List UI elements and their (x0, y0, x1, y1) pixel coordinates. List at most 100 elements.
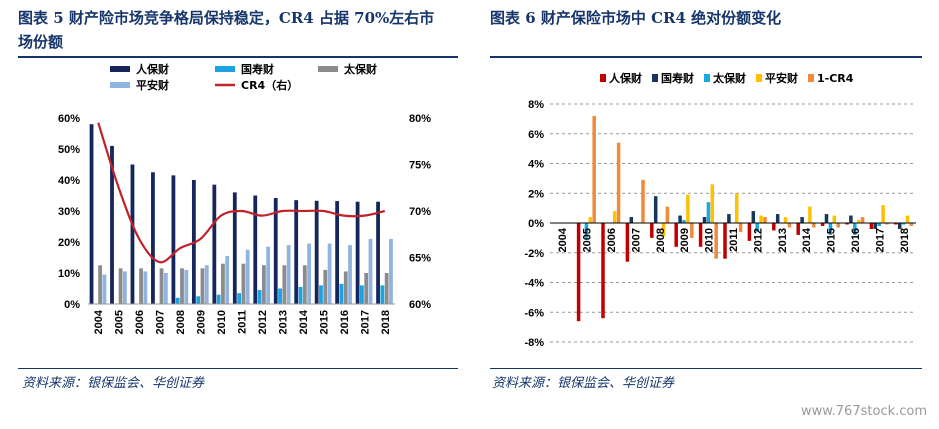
bar-1-2014 (800, 217, 804, 223)
legend-swatch-4 (808, 74, 814, 82)
x-tick-label: 2005 (114, 310, 126, 334)
bar-4-2012 (763, 217, 767, 223)
x-tick-label: 2017 (359, 310, 371, 334)
bar-2-2013 (282, 265, 287, 304)
bar-2-2018 (384, 273, 389, 304)
y-tick-label: 0% (528, 218, 544, 230)
bar-0-2013 (273, 197, 278, 304)
bar-3-2013 (783, 217, 788, 223)
y2-tick-label: 60% (409, 299, 431, 311)
legend-label-cr4: CR4（右） (241, 78, 298, 92)
bar-3-2012 (266, 246, 271, 304)
x-tick-label: 2012 (752, 228, 764, 252)
legend-swatch-3 (756, 74, 762, 82)
legend-swatch-1 (652, 74, 658, 82)
x-tick-label: 2015 (318, 310, 330, 334)
bar-4-2006 (616, 142, 621, 223)
bar-0-2013 (772, 223, 776, 231)
bar-3-2014 (307, 243, 311, 304)
right-source-rule (490, 368, 922, 369)
bar-3-2016 (856, 220, 861, 223)
x-tick-label: 2010 (216, 310, 228, 334)
x-tick-label: 2006 (606, 228, 618, 252)
bar-0-2006 (601, 223, 605, 319)
x-tick-label: 2013 (277, 310, 289, 334)
x-tick-label: 2017 (874, 228, 886, 252)
y-tick-label: 0% (64, 299, 80, 311)
legend-label-2: 太保财 (712, 71, 746, 85)
bar-4-2005 (592, 115, 596, 223)
bar-1-2010 (216, 294, 221, 304)
legend-label-2: 太保财 (343, 62, 377, 76)
bar-2-2016 (343, 271, 348, 304)
bar-2-2015 (828, 223, 833, 235)
bar-3-2005 (588, 217, 593, 223)
legend-label-1: 国寿财 (241, 62, 274, 76)
y-tick-label: -6% (524, 307, 544, 319)
bar-3-2010 (225, 255, 230, 304)
bar-0-2018 (376, 201, 380, 304)
bar-1-2012 (751, 211, 756, 223)
bar-0-2005 (576, 223, 581, 322)
x-tick-label: 2004 (93, 309, 105, 334)
x-tick-label: 2007 (630, 228, 642, 252)
y-tick-label: 2% (528, 188, 544, 200)
bar-2-2009 (682, 220, 686, 223)
legend-label-4: 1-CR4 (817, 72, 854, 85)
left-source: 资料来源：银保监会、华创证券 (22, 376, 205, 391)
x-tick-label: 2016 (850, 228, 862, 252)
bar-3-2017 (881, 205, 885, 223)
bar-2-2004 (98, 265, 103, 304)
bar-2-2010 (706, 202, 711, 223)
y2-tick-label: 65% (409, 253, 431, 265)
bar-3-2015 (832, 215, 837, 223)
bar-3-2018 (905, 215, 910, 223)
bar-2-2014 (302, 265, 307, 304)
bar-4-2013 (787, 223, 792, 228)
bar-3-2012 (759, 215, 763, 223)
left-chart-title: 图表 5 财产险市场竞争格局保持稳定，CR4 占据 70%左右市场份额 (18, 9, 435, 51)
legend-swatch-2 (318, 66, 338, 72)
bar-2-2016 (853, 223, 857, 235)
bar-0-2015 (314, 200, 319, 304)
bar-1-2016 (849, 215, 853, 223)
y-tick-label: -8% (524, 337, 544, 349)
cr4-line (97, 122, 386, 264)
bar-4-2011 (738, 223, 743, 232)
bar-1-2017 (360, 285, 364, 304)
legend-swatch-1 (215, 66, 235, 72)
bar-4-2007 (641, 179, 645, 223)
bar-2-2008 (180, 268, 184, 304)
bar-2-2015 (323, 269, 328, 304)
bar-0-2010 (212, 184, 217, 304)
bar-3-2005 (123, 271, 127, 304)
bar-3-2011 (245, 249, 250, 304)
bar-4-2010 (714, 223, 718, 259)
bar-0-2015 (820, 223, 825, 226)
x-tick-label: 2004 (557, 227, 569, 252)
legend-label-3: 平安财 (765, 71, 798, 85)
y-tick-label: 4% (528, 159, 544, 171)
bar-3-2006 (612, 211, 617, 223)
y2-tick-label: 70% (409, 206, 431, 218)
bar-2-2012 (261, 265, 266, 304)
legend-label-3: 平安财 (136, 78, 169, 92)
bar-2-2011 (241, 263, 246, 304)
bar-2-2009 (200, 268, 205, 304)
bar-0-2016 (845, 223, 849, 225)
bar-1-2008 (653, 196, 658, 223)
left-title-rule (18, 56, 458, 58)
bar-0-2017 (869, 223, 874, 229)
bar-2-2018 (901, 223, 906, 225)
x-tick-label: 2009 (196, 310, 208, 334)
bar-1-2013 (775, 214, 780, 223)
x-tick-label: 2011 (728, 228, 740, 252)
bar-3-2008 (661, 223, 666, 237)
bar-1-2008 (175, 297, 180, 304)
bar-2-2012 (755, 223, 759, 232)
bar-1-2018 (380, 285, 385, 304)
x-tick-label: 2016 (339, 310, 351, 334)
bar-0-2008 (650, 223, 654, 238)
y-tick-label: 60% (58, 113, 80, 125)
